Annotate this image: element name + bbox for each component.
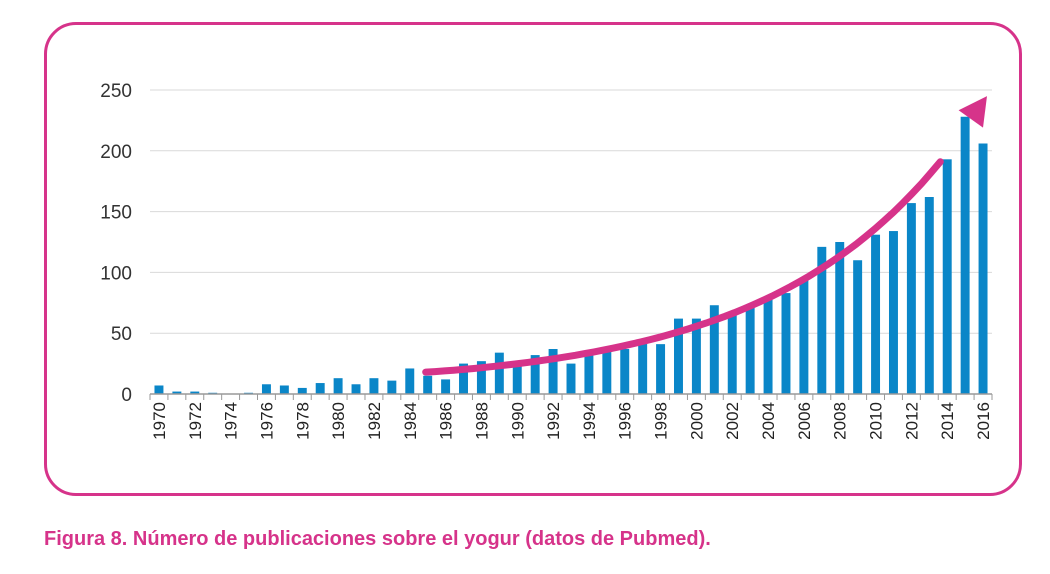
y-axis-ticks: 0 50 100 150 200 250 xyxy=(100,81,132,406)
bar-2012 xyxy=(906,203,916,394)
bar-1972 xyxy=(190,391,200,394)
y-tick-label: 150 xyxy=(100,203,132,224)
x-axis xyxy=(149,393,993,400)
bar-1986 xyxy=(441,379,451,394)
bar-2001 xyxy=(709,305,719,394)
x-tick-label: 2004 xyxy=(759,402,778,440)
bar-1980 xyxy=(333,378,343,394)
x-tick-label: 1970 xyxy=(150,402,169,440)
bar-1979 xyxy=(315,383,325,394)
bar-1989 xyxy=(494,352,504,394)
bar-1990 xyxy=(512,361,522,394)
x-tick-label: 2008 xyxy=(831,402,850,440)
y-tick-label: 100 xyxy=(100,263,132,284)
bar-1994 xyxy=(584,353,594,394)
y-tick-label: 200 xyxy=(100,142,132,163)
bar-1981 xyxy=(351,384,361,394)
x-tick-label: 2006 xyxy=(795,402,814,440)
growth-trend-arrow xyxy=(422,96,987,376)
bar-2003 xyxy=(745,306,755,394)
x-tick-label: 2012 xyxy=(902,402,921,440)
bar-2016 xyxy=(978,143,988,394)
bar-1978 xyxy=(297,387,307,394)
x-tick-label: 1990 xyxy=(508,402,527,440)
gridlines xyxy=(150,89,992,334)
x-tick-label: 1998 xyxy=(652,402,671,440)
bar-1999 xyxy=(674,318,683,394)
bar-1997 xyxy=(638,340,648,394)
bar-2010 xyxy=(871,234,881,394)
bar-1988 xyxy=(476,361,486,394)
x-tick-label: 1994 xyxy=(580,402,599,440)
bar-2006 xyxy=(799,278,809,394)
x-tick-label: 1986 xyxy=(437,402,456,440)
bar-2005 xyxy=(781,293,791,394)
x-tick-label: 1996 xyxy=(616,402,635,440)
bar-1982 xyxy=(369,378,379,394)
bar-1993 xyxy=(566,363,576,394)
chart-frame xyxy=(44,22,1022,496)
x-tick-label: 1978 xyxy=(293,402,312,440)
bar-1991 xyxy=(530,355,540,394)
bar-2013 xyxy=(924,197,934,394)
x-tick-label: 2016 xyxy=(974,402,993,440)
bar-1992 xyxy=(548,349,558,394)
trend-arrow-head xyxy=(958,96,987,128)
bar-1983 xyxy=(387,380,397,394)
bar-2002 xyxy=(727,313,737,394)
y-tick-label: 250 xyxy=(100,81,132,102)
trend-arrow-shaft xyxy=(422,158,944,376)
bar-1995 xyxy=(602,349,612,394)
x-tick-label: 1980 xyxy=(329,402,348,440)
y-tick-label: 0 xyxy=(121,385,132,406)
x-tick-label: 1992 xyxy=(544,402,563,440)
bar-1998 xyxy=(656,344,666,394)
x-tick-label: 2000 xyxy=(687,402,706,440)
bar-1971 xyxy=(172,391,182,394)
bar-1984 xyxy=(405,368,415,394)
bar-2015 xyxy=(960,116,970,394)
bar-1985 xyxy=(423,375,433,394)
x-tick-label: 1974 xyxy=(222,402,241,440)
bar-2004 xyxy=(763,296,773,394)
x-tick-label: 1982 xyxy=(365,402,384,440)
bar-2007 xyxy=(817,246,827,394)
bar-1987 xyxy=(459,363,468,394)
bars xyxy=(154,116,988,394)
x-tick-label: 1988 xyxy=(472,402,491,440)
bar-1970 xyxy=(154,385,164,394)
bar-1996 xyxy=(620,349,630,394)
bar-2009 xyxy=(853,260,863,394)
bar-2014 xyxy=(942,159,952,394)
x-tick-label: 2010 xyxy=(867,402,886,440)
bar-2011 xyxy=(888,231,898,394)
x-tick-label: 1984 xyxy=(401,402,420,440)
y-tick-label: 50 xyxy=(111,324,132,345)
x-tick-label: 1972 xyxy=(186,402,205,440)
x-tick-label: 2002 xyxy=(723,402,742,440)
x-tick-label: 1976 xyxy=(257,402,276,440)
bar-1977 xyxy=(279,385,289,394)
x-tick-label: 2014 xyxy=(938,402,957,440)
bar-1976 xyxy=(261,384,271,394)
figure-caption: Figura 8. Número de publicaciones sobre … xyxy=(44,528,711,550)
bar-2000 xyxy=(691,318,701,394)
bar-2008 xyxy=(835,242,845,394)
x-axis-ticks: 1970 1972 1974 1976 1978 1980 1982 1984 1986 1988… xyxy=(150,402,993,440)
